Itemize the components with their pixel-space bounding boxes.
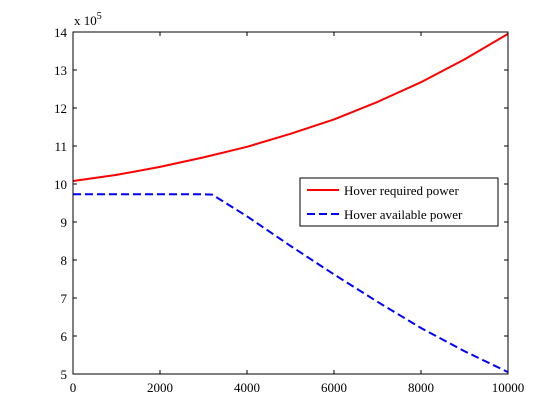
legend: Hover required power Hover available pow…	[299, 177, 499, 227]
x-tick-label: 10000	[492, 380, 525, 395]
x-tick-label: 4000	[234, 380, 260, 395]
y-tick-label: 12	[54, 101, 67, 116]
series-group	[72, 33, 509, 374]
y-tick-label: 5	[61, 367, 68, 382]
y-multiplier-exponent: 5	[97, 11, 102, 22]
y-tick-label: 7	[61, 291, 68, 306]
y-tick-label: 8	[61, 253, 68, 268]
y-tick-label: 6	[61, 329, 68, 344]
x-tick-label: 8000	[408, 380, 434, 395]
y-multiplier-base: x 10	[74, 13, 97, 28]
x-tick-label: 2000	[147, 380, 173, 395]
x-tick-label: 6000	[321, 380, 347, 395]
y-tick-label: 9	[61, 215, 68, 230]
x-tick-label: 0	[70, 380, 77, 395]
series-line-required	[72, 33, 509, 182]
legend-label-required: Hover required power	[344, 183, 459, 198]
y-multiplier-label: x 105	[74, 11, 102, 28]
y-tick-label: 13	[54, 63, 67, 78]
legend-box	[299, 177, 499, 227]
axis-ticks: 0 2000 4000 6000 8000 10000 5 6 7 8 9 10 11 12 13 14	[54, 25, 524, 395]
y-tick-label: 10	[54, 177, 67, 192]
legend-label-available: Hover available power	[344, 207, 463, 222]
series-line-available	[73, 193, 509, 374]
y-tick-label: 11	[54, 139, 67, 154]
svg-text:x 105: x 105	[74, 11, 102, 28]
axes-box	[72, 31, 509, 375]
y-tick-label: 14	[54, 25, 68, 40]
